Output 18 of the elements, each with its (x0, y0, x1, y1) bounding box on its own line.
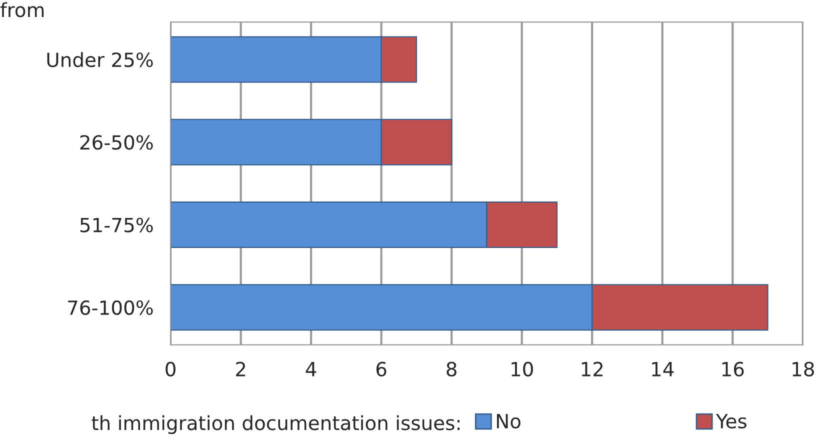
y-tick-label: 76-100% (68, 300, 153, 316)
x-tick-label: 10 (512, 362, 533, 376)
chart-title: from (0, 2, 44, 18)
x-tick-label: 4 (306, 362, 316, 376)
legend-title: th immigration documentation issues: (92, 415, 460, 434)
legend-label: No (496, 414, 520, 429)
x-tick-label: 8 (446, 362, 456, 376)
x-tick-label: 0 (166, 362, 176, 376)
y-tick-label: Under 25% (47, 52, 153, 68)
x-tick-label: 16 (722, 362, 744, 376)
y-tick-label: 51-75% (80, 218, 153, 232)
legend-label: Yes (716, 414, 746, 429)
y-tick-label: 26-50% (80, 135, 153, 150)
x-tick-label: 6 (376, 362, 386, 376)
x-tick-label: 12 (582, 362, 603, 376)
x-tick-label: 18 (792, 362, 814, 376)
x-tick-label: 14 (652, 362, 674, 376)
x-tick-label: 2 (236, 362, 246, 376)
